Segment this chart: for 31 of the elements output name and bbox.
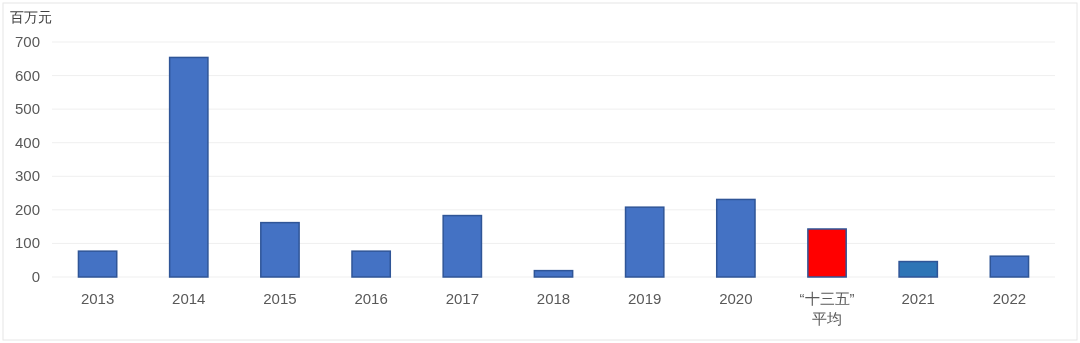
bar <box>624 206 665 278</box>
bar <box>442 214 483 278</box>
bar <box>260 221 300 278</box>
bar <box>989 255 1030 278</box>
y-axis-title: 百万元 <box>10 9 52 25</box>
x-tick-label: “十三五” 平均 <box>799 290 855 327</box>
x-tick-label: 2014 <box>172 290 206 307</box>
x-tick-label: 2013 <box>80 290 115 307</box>
bar <box>898 260 939 278</box>
y-tick-label: 400 <box>14 133 40 151</box>
bar <box>807 228 847 278</box>
y-tick-label: 0 <box>31 268 40 285</box>
x-tick-label: 2016 <box>354 290 388 307</box>
x-tick-label: 2018 <box>536 290 571 307</box>
x-tick-label: 2022 <box>992 290 1027 307</box>
y-tick-label: 600 <box>14 66 40 84</box>
bar <box>77 250 118 278</box>
x-tick-label: 2017 <box>445 290 480 307</box>
bar <box>351 250 392 278</box>
x-tick-label: 2020 <box>719 290 753 307</box>
bar <box>715 198 756 278</box>
y-tick-label: 100 <box>14 234 40 252</box>
y-tick-label: 700 <box>14 33 40 50</box>
y-tick-label: 300 <box>14 167 40 185</box>
bar <box>168 56 209 278</box>
x-tick-label: 2021 <box>901 290 935 307</box>
bar <box>533 269 574 278</box>
y-tick-label: 200 <box>14 200 40 218</box>
y-tick-label: 500 <box>14 100 40 118</box>
x-tick-label: 2015 <box>263 290 297 307</box>
x-tick-label: 2019 <box>627 290 662 307</box>
